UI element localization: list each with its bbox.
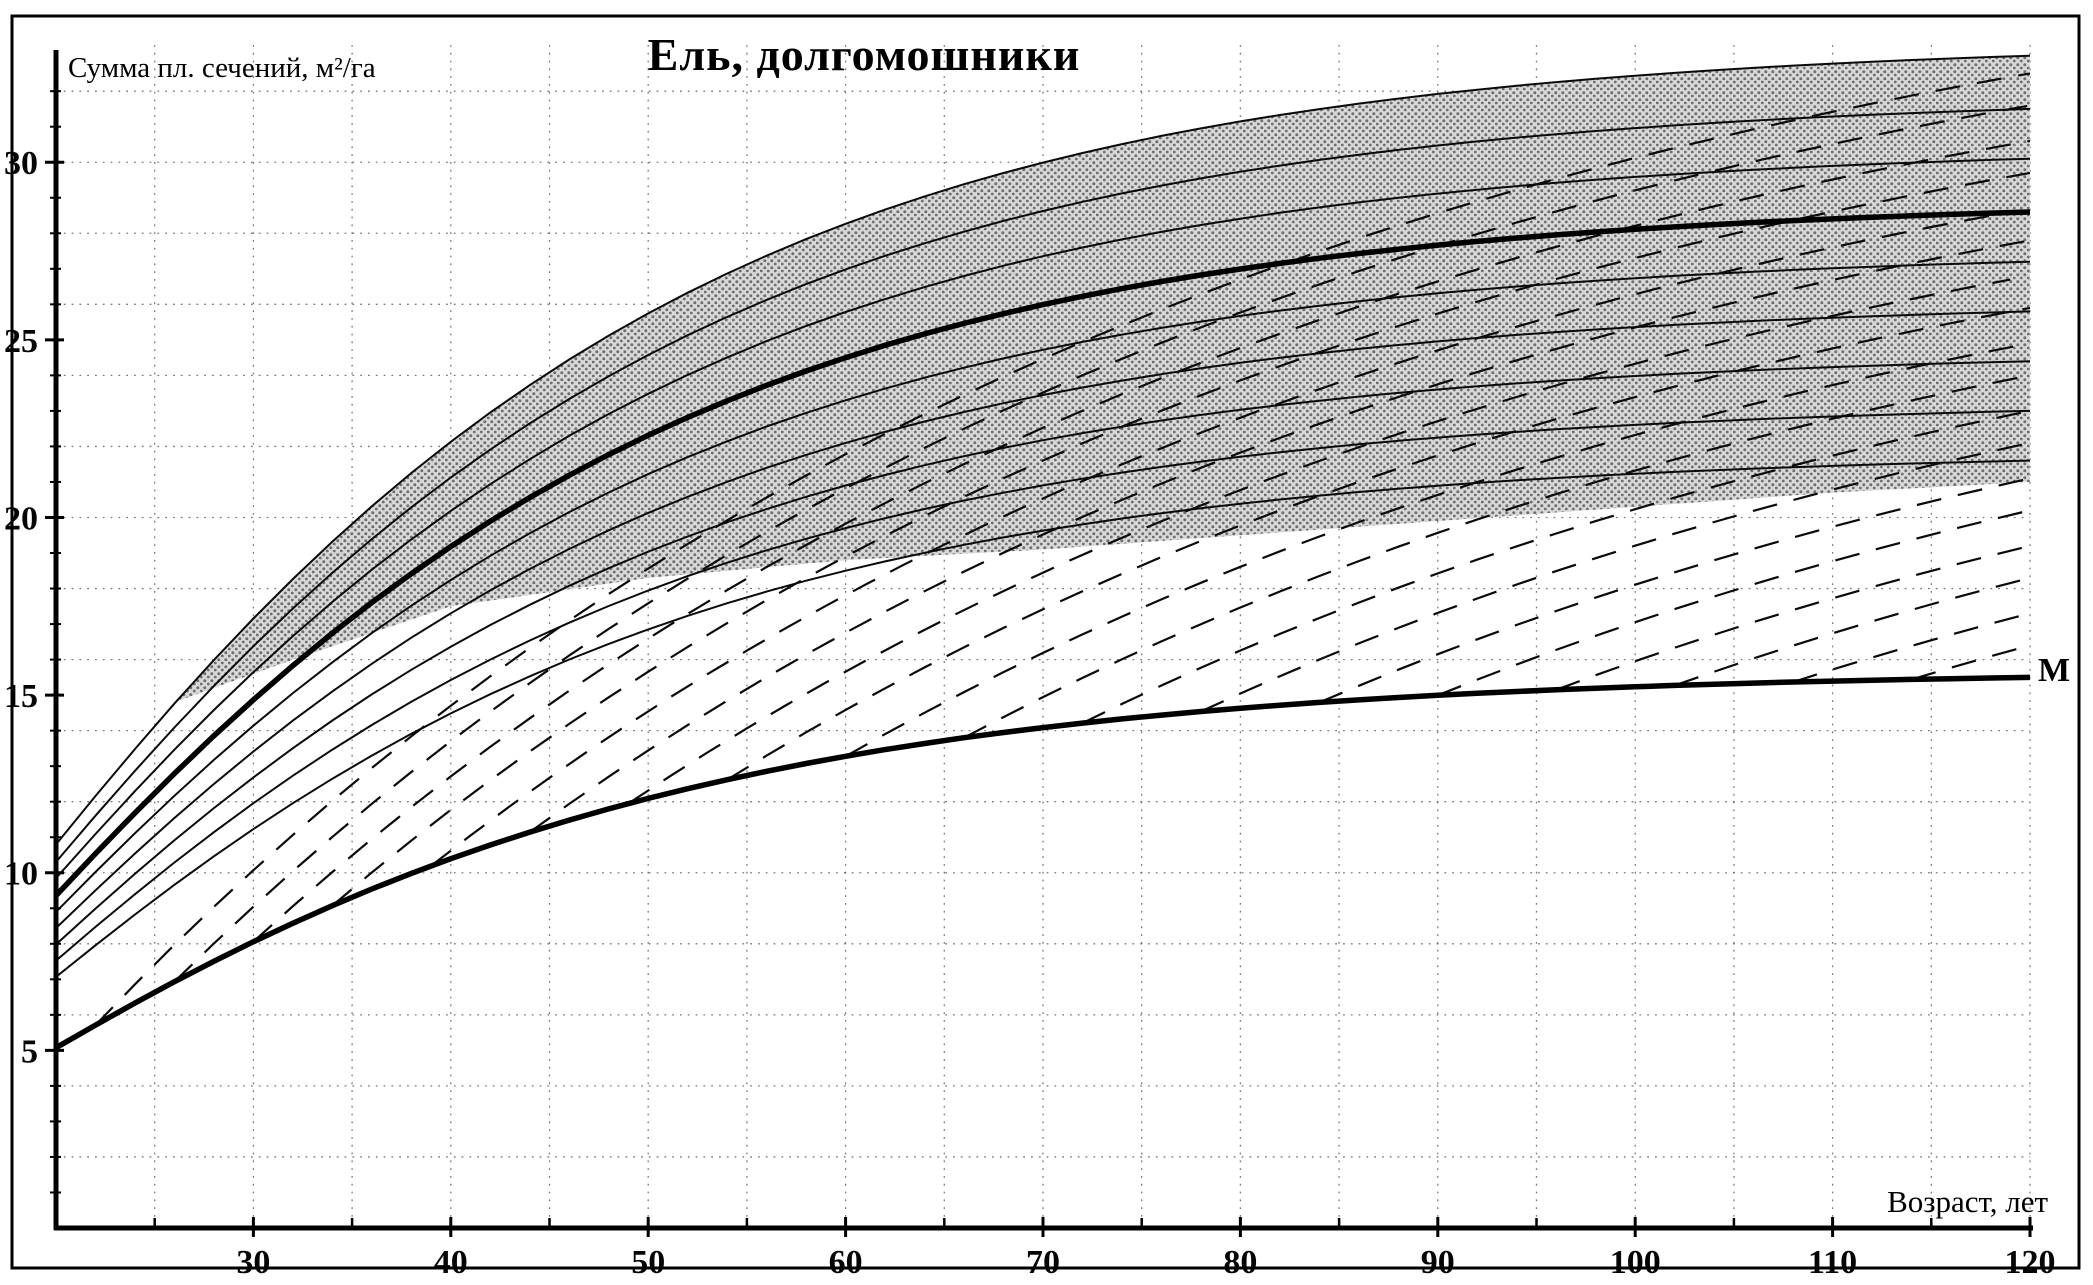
axes-layer bbox=[45, 50, 2033, 1237]
x-tick-label: 100 bbox=[1610, 1244, 1661, 1281]
dashed-density-curve bbox=[726, 306, 2031, 781]
basal-area-curve bbox=[57, 360, 2031, 945]
basal-area-curve bbox=[57, 409, 2031, 962]
dashed-density-curve bbox=[1318, 477, 2031, 704]
x-tick-label: 110 bbox=[1808, 1244, 1857, 1281]
x-axis-title: Возраст, лет bbox=[1887, 1184, 2048, 1219]
dashed-density-curve bbox=[173, 104, 2031, 983]
x-tick-label: 120 bbox=[2005, 1244, 2056, 1281]
outer-border bbox=[10, 14, 2081, 1270]
x-tick-label: 50 bbox=[631, 1244, 665, 1281]
y-tick-label: 15 bbox=[4, 678, 38, 715]
dashed-density-curve bbox=[529, 239, 2031, 833]
basal-area-curve bbox=[57, 54, 2031, 845]
x-tick-label: 90 bbox=[1421, 1244, 1455, 1281]
basal-area-curve bbox=[57, 107, 2031, 863]
basal-area-curve bbox=[57, 459, 2031, 978]
shaded-band-layer bbox=[174, 55, 2030, 704]
dashed-density-curve bbox=[1792, 612, 2031, 684]
thick-mean-curve bbox=[57, 209, 2031, 898]
y-tick-label: 20 bbox=[4, 500, 38, 537]
tick-labels-layer: 5 10 15 20 25 30 30 40 50 60 70 80 90 100 110 120 bbox=[4, 145, 2056, 1281]
minimum-m-curve bbox=[57, 674, 2031, 1051]
basal-area-curve bbox=[57, 260, 2031, 913]
solid-curves-layer bbox=[57, 54, 2031, 978]
y-tick-label: 10 bbox=[4, 856, 38, 893]
dashed-density-curve bbox=[1082, 409, 2031, 725]
dashed-density-curve bbox=[627, 278, 2011, 805]
y-tick-label: 30 bbox=[4, 145, 38, 182]
dashed-density-curve bbox=[845, 342, 2031, 758]
x-tick-label: 60 bbox=[829, 1244, 863, 1281]
y-axis-title: Сумма пл. сечений, м²/га bbox=[68, 52, 376, 84]
x-tick-label: 70 bbox=[1026, 1244, 1060, 1281]
dashed-density-curve bbox=[1437, 509, 2031, 697]
x-tick-label: 40 bbox=[434, 1244, 468, 1281]
curve-m-label: М bbox=[2038, 652, 2071, 689]
dashed-density-curve bbox=[331, 171, 2031, 907]
x-tick-label: 80 bbox=[1223, 1244, 1257, 1281]
basal-area-curve bbox=[57, 310, 2031, 929]
dashed-density-curve bbox=[963, 374, 2031, 739]
dashed-density-curve bbox=[252, 139, 2031, 943]
chart-title: Ель, долгомошники bbox=[647, 29, 1081, 80]
y-tick-label: 5 bbox=[21, 1033, 38, 1070]
dashed-density-curve bbox=[1911, 644, 2031, 681]
dashed-density-curve bbox=[1555, 544, 2031, 691]
dashed-density-curve bbox=[1200, 441, 2031, 713]
basal-area-curve bbox=[57, 157, 2031, 879]
x-tick-label: 30 bbox=[236, 1244, 270, 1281]
dashed-density-curve bbox=[1674, 576, 2031, 687]
thick-curves-layer bbox=[57, 209, 2031, 1051]
y-tick-label: 25 bbox=[4, 323, 38, 360]
